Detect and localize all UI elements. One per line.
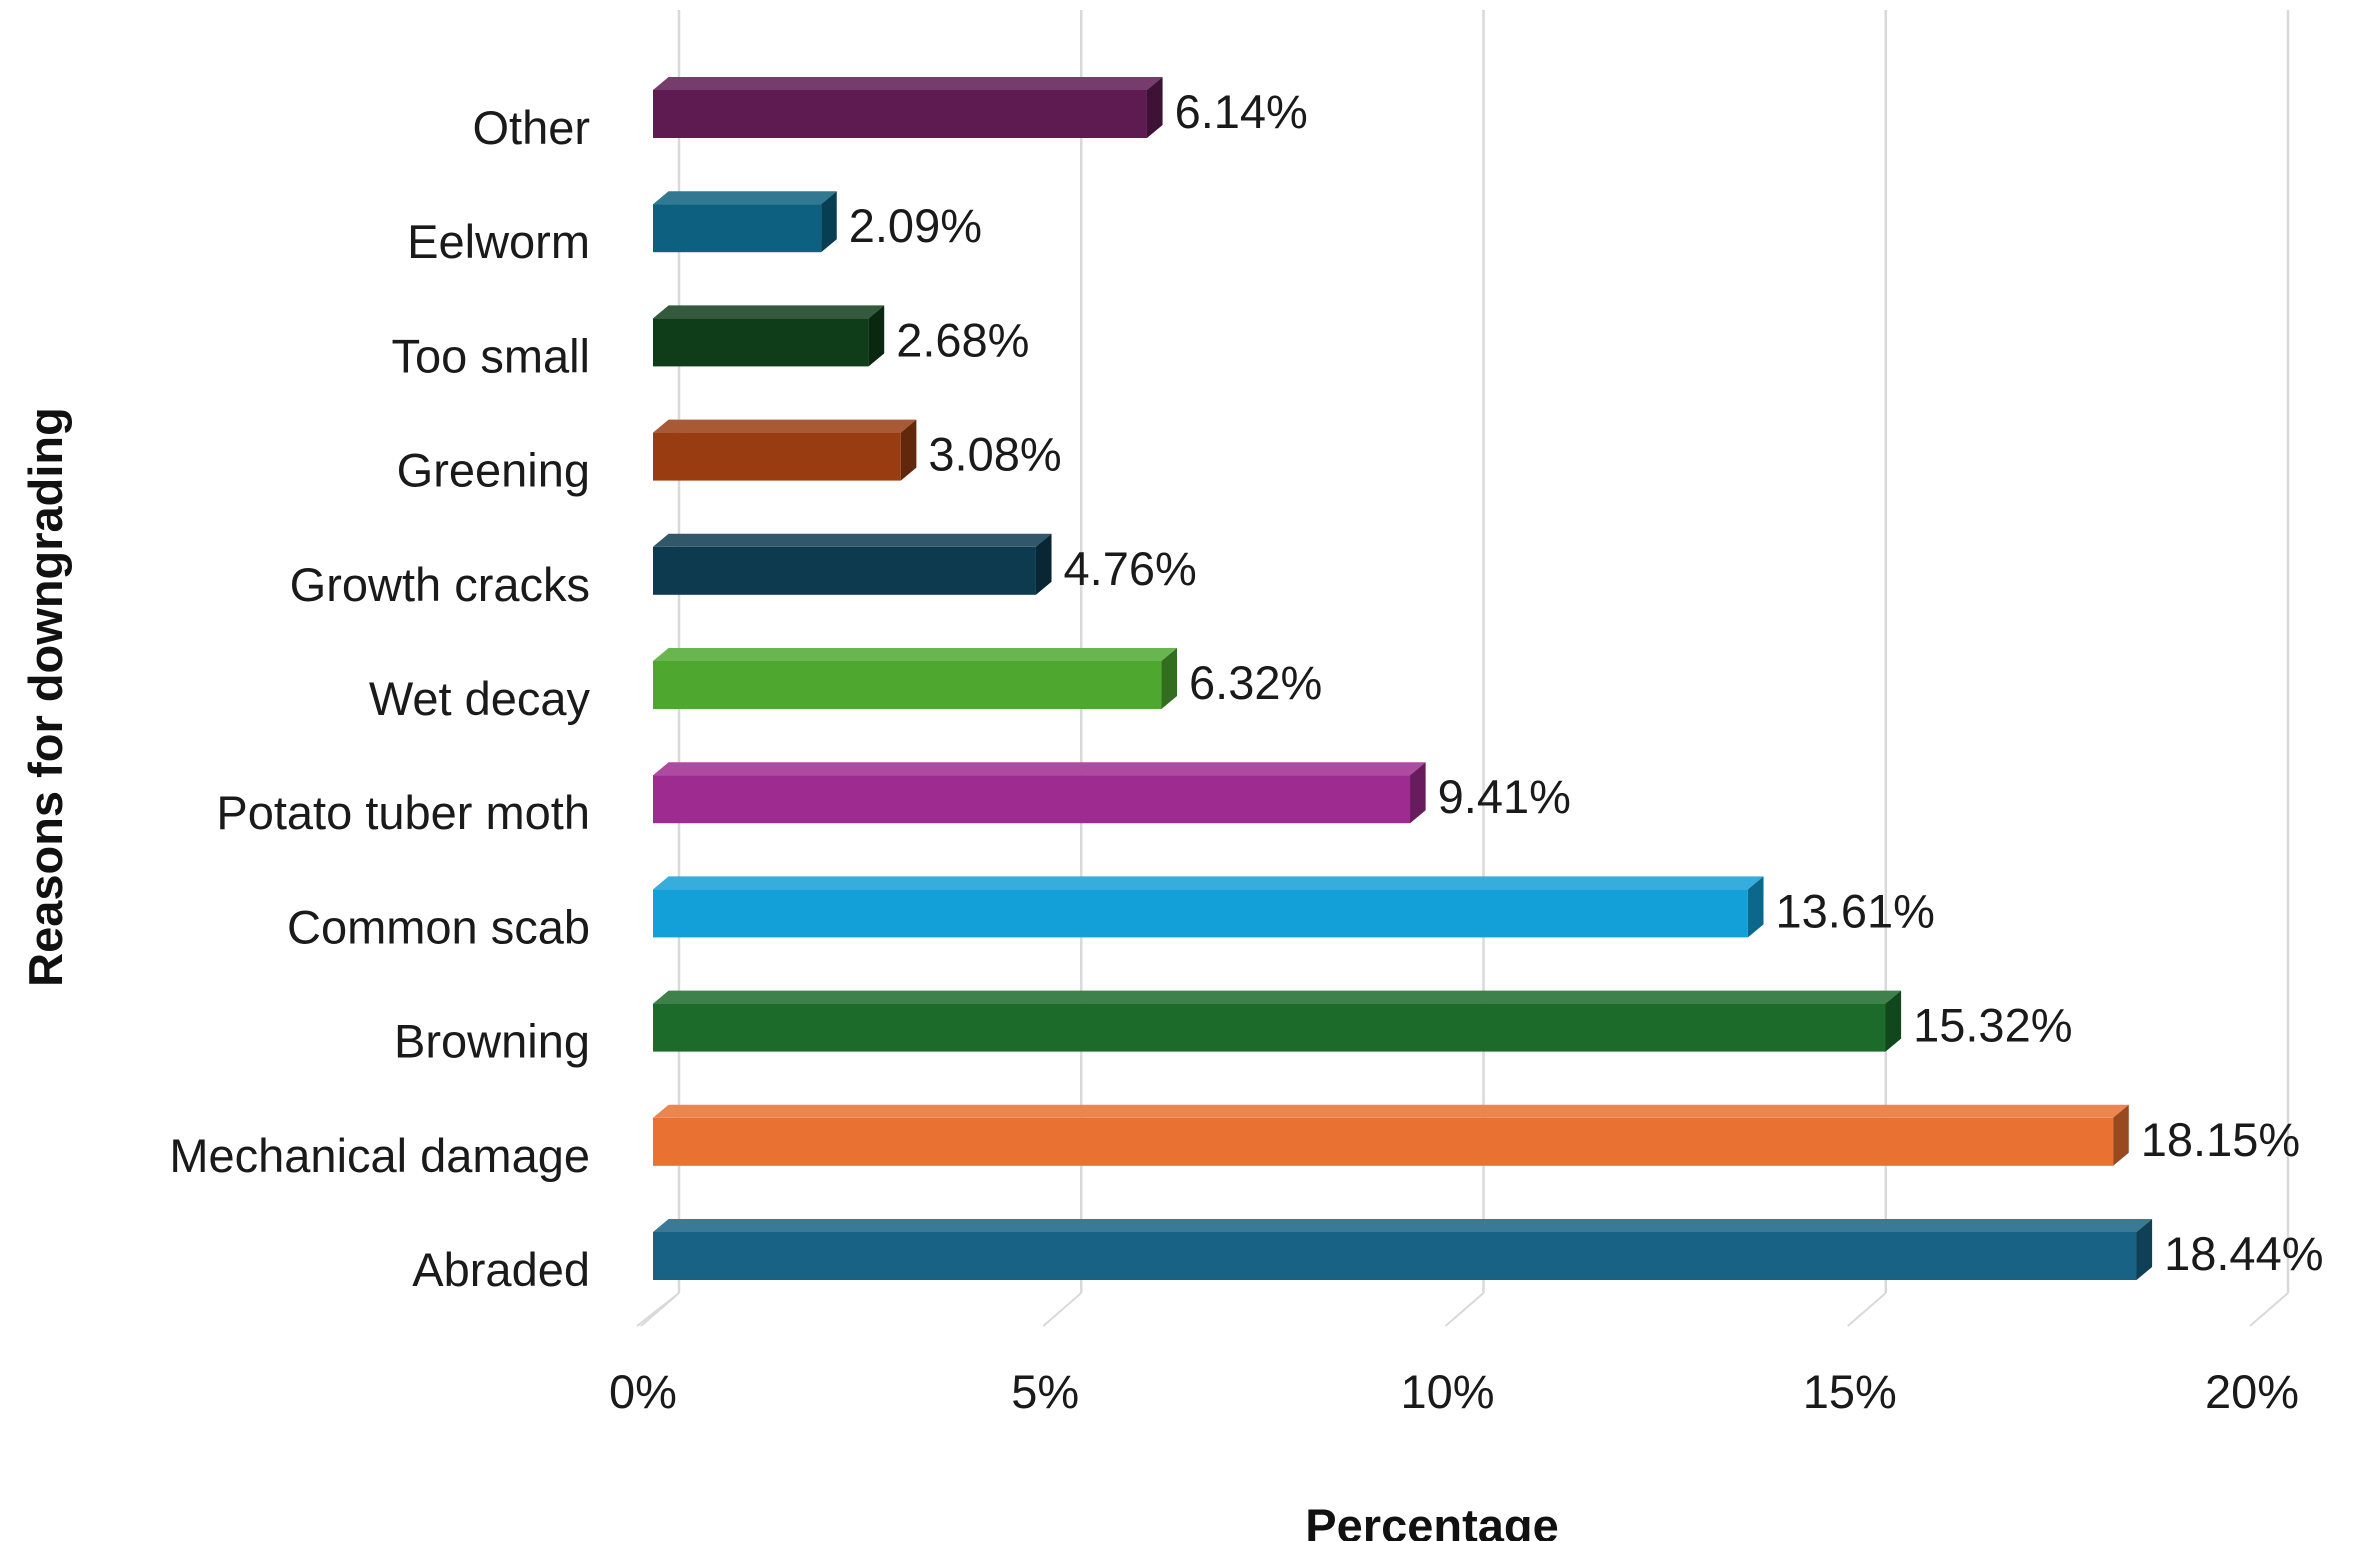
bar-side-face xyxy=(868,305,885,367)
data-label: 18.44% xyxy=(2164,1227,2323,1280)
category-label: Eelworm xyxy=(407,215,590,268)
bar-top-face xyxy=(653,419,917,433)
bar-side-face xyxy=(1747,876,1764,938)
category-label: Mechanical damage xyxy=(169,1129,590,1182)
bar-top-face xyxy=(653,77,1163,90)
category-label: Abraded xyxy=(412,1243,590,1296)
x-tick-label: 0% xyxy=(609,1365,677,1418)
bar-top-face xyxy=(653,305,885,319)
gridline-floor xyxy=(1444,1292,1485,1327)
data-label: 15.32% xyxy=(1913,999,2072,1052)
bar-top-face xyxy=(653,876,1764,890)
category-label: Other xyxy=(472,101,590,154)
bar xyxy=(653,204,822,253)
gridline-floor xyxy=(640,1292,680,1327)
bar-top-face xyxy=(653,1219,2153,1232)
data-label: 3.08% xyxy=(928,428,1061,481)
category-label: Too small xyxy=(391,329,590,382)
bar-side-face xyxy=(821,191,837,253)
bar xyxy=(653,432,901,481)
bar xyxy=(653,775,1411,824)
bar-top-face xyxy=(653,533,1052,547)
gridline-floor xyxy=(1847,1292,1887,1327)
x-tick-label: 10% xyxy=(1400,1365,1494,1418)
x-tick-label: 5% xyxy=(1011,1365,1079,1418)
bar-side-face xyxy=(1161,648,1178,709)
y-axis-title: Reasons for downgrading xyxy=(19,407,72,987)
x-tick-label: 20% xyxy=(2205,1365,2299,1418)
bar xyxy=(653,661,1162,709)
bar-side-face xyxy=(2136,1219,2153,1280)
bar-side-face xyxy=(1035,533,1052,595)
data-label: 9.41% xyxy=(1438,770,1571,823)
bar xyxy=(653,546,1036,595)
bar-top-face xyxy=(653,1104,2129,1118)
x-axis-title: Percentage xyxy=(1305,1499,1558,1541)
bar-side-face xyxy=(1146,77,1163,138)
gridline-floor xyxy=(2249,1292,2289,1327)
category-label: Greening xyxy=(397,444,590,497)
bar-side-face xyxy=(1885,990,1902,1052)
bar-top-face xyxy=(653,648,1178,661)
category-label: Potato tuber moth xyxy=(216,786,590,839)
bar-side-face xyxy=(1410,762,1426,824)
data-label: 4.76% xyxy=(1064,542,1197,595)
labels: 0% 5% 10% 15% 20% 6.14% Other 2.09% Eelworm 2.68%… xyxy=(169,85,2323,1418)
category-label: Common scab xyxy=(287,900,590,953)
bar xyxy=(653,889,1748,938)
category-label: Browning xyxy=(394,1015,590,1068)
data-label: 13.61% xyxy=(1776,884,1935,937)
bar xyxy=(653,1232,2137,1280)
bars xyxy=(653,77,2153,1280)
bar-top-face xyxy=(653,990,1902,1004)
bar xyxy=(653,1003,1886,1052)
bar-side-face xyxy=(2113,1104,2129,1166)
category-label: Growth cracks xyxy=(290,558,590,611)
category-label: Wet decay xyxy=(369,672,591,725)
x-tick-label: 15% xyxy=(1803,1365,1897,1418)
bar xyxy=(653,1117,2114,1166)
bar-top-face xyxy=(653,191,837,205)
data-label: 6.14% xyxy=(1175,85,1308,138)
bar-top-face xyxy=(653,762,1426,776)
data-label: 6.32% xyxy=(1189,656,1322,709)
bar xyxy=(653,90,1147,138)
data-label: 18.15% xyxy=(2141,1113,2300,1166)
data-label: 2.68% xyxy=(896,313,1029,366)
bar xyxy=(653,318,869,367)
data-label: 2.09% xyxy=(849,199,982,252)
gridline-floor xyxy=(1042,1292,1082,1327)
bar-side-face xyxy=(900,419,917,481)
